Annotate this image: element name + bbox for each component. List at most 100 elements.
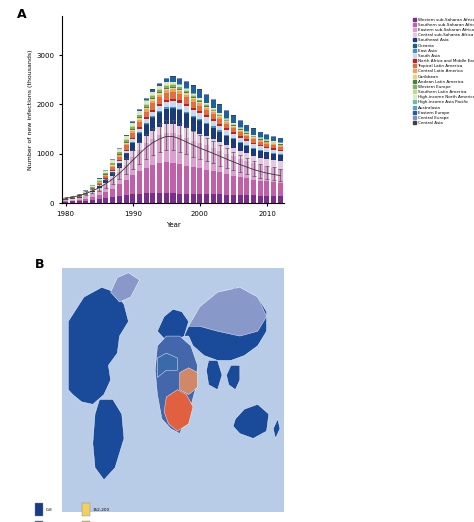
Bar	[258, 141, 263, 145]
Bar	[197, 100, 202, 101]
Bar	[191, 117, 196, 132]
Bar	[157, 113, 162, 127]
Bar	[218, 151, 222, 172]
Bar	[171, 92, 175, 99]
Bar	[218, 142, 222, 151]
Bar	[137, 171, 142, 194]
Bar	[76, 201, 82, 203]
Bar	[164, 100, 169, 102]
Bar	[224, 153, 229, 174]
Bar	[124, 180, 128, 195]
Bar	[231, 195, 236, 203]
Bar	[237, 143, 243, 151]
Bar	[264, 142, 270, 143]
Bar	[164, 88, 169, 89]
Bar	[157, 98, 162, 104]
Bar	[90, 185, 95, 187]
Bar	[90, 192, 95, 194]
Bar	[137, 134, 142, 143]
Bar	[211, 194, 216, 203]
Bar	[237, 138, 243, 141]
Bar	[237, 130, 243, 131]
Bar	[157, 83, 162, 84]
Bar	[130, 129, 135, 130]
Bar	[171, 88, 175, 89]
Bar	[177, 164, 182, 194]
Bar	[191, 94, 196, 96]
Bar	[197, 169, 202, 194]
Bar	[164, 124, 169, 133]
Bar	[177, 109, 182, 110]
Bar	[164, 133, 169, 162]
Bar	[184, 81, 189, 82]
Bar	[231, 138, 236, 139]
Bar	[218, 126, 222, 130]
X-axis label: Year: Year	[165, 222, 181, 228]
Bar	[251, 139, 256, 143]
Bar	[271, 154, 276, 160]
Bar	[278, 145, 283, 146]
Bar	[271, 182, 276, 196]
Bar	[244, 134, 249, 135]
Bar	[191, 168, 196, 194]
Bar	[103, 192, 109, 198]
Polygon shape	[180, 368, 198, 395]
Bar	[97, 199, 102, 203]
Bar	[177, 94, 182, 100]
Bar	[271, 137, 276, 141]
Bar	[130, 123, 135, 126]
Bar	[184, 93, 189, 94]
Y-axis label: Number of new infections (thousands): Number of new infections (thousands)	[28, 49, 33, 170]
Bar	[244, 195, 249, 203]
Bar	[83, 193, 88, 194]
Bar	[157, 89, 162, 90]
Bar	[83, 199, 88, 200]
Bar	[244, 146, 249, 153]
Bar	[110, 166, 115, 167]
Bar	[231, 116, 236, 123]
Bar	[251, 163, 256, 180]
Bar	[251, 137, 256, 138]
Bar	[197, 121, 202, 134]
Bar	[137, 129, 142, 133]
Bar	[110, 171, 115, 172]
Bar	[204, 146, 209, 170]
Bar	[82, 521, 90, 522]
Bar	[191, 99, 196, 102]
Bar	[218, 194, 222, 203]
Bar	[211, 171, 216, 194]
Bar	[150, 193, 155, 203]
Bar	[110, 188, 115, 197]
Bar	[171, 85, 175, 87]
Bar	[184, 94, 189, 97]
Bar	[211, 108, 216, 109]
Bar	[177, 79, 182, 84]
Bar	[150, 118, 155, 131]
Bar	[237, 131, 243, 132]
Bar	[224, 135, 229, 136]
Bar	[278, 151, 283, 155]
Bar	[144, 108, 149, 109]
Bar	[271, 148, 276, 150]
Bar	[97, 195, 102, 199]
Bar	[137, 110, 142, 111]
Bar	[157, 193, 162, 203]
Bar	[90, 187, 95, 188]
Polygon shape	[164, 390, 193, 431]
Bar	[271, 196, 276, 203]
Bar	[184, 112, 189, 113]
Bar	[137, 143, 142, 150]
Bar	[218, 115, 222, 116]
Bar	[76, 194, 82, 195]
Bar	[278, 138, 283, 143]
Bar	[204, 136, 209, 146]
Bar	[244, 132, 249, 133]
Bar	[197, 113, 202, 119]
Bar	[258, 139, 263, 140]
Legend: Western sub-Saharan Africa, Southern sub-Saharan Africa, Eastern sub-Saharan Afr: Western sub-Saharan Africa, Southern sub…	[413, 18, 474, 125]
Bar	[124, 151, 128, 153]
Bar	[211, 126, 216, 127]
Bar	[218, 113, 222, 114]
Bar	[231, 125, 236, 126]
Bar	[271, 168, 276, 182]
